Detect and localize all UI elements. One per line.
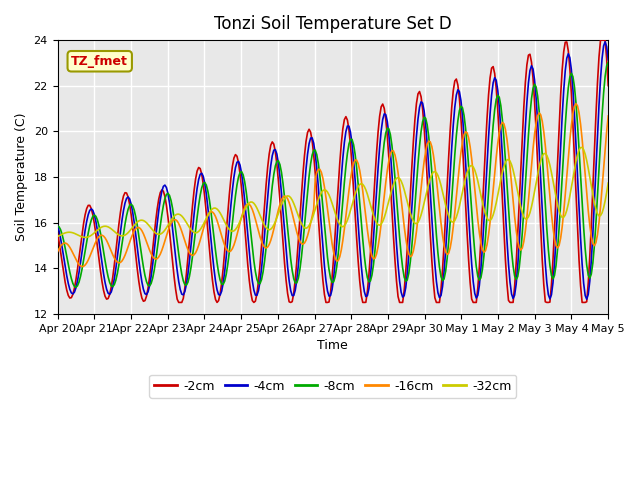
X-axis label: Time: Time [317, 339, 348, 352]
Title: Tonzi Soil Temperature Set D: Tonzi Soil Temperature Set D [214, 15, 452, 33]
Text: TZ_fmet: TZ_fmet [71, 55, 128, 68]
Y-axis label: Soil Temperature (C): Soil Temperature (C) [15, 113, 28, 241]
Legend: -2cm, -4cm, -8cm, -16cm, -32cm: -2cm, -4cm, -8cm, -16cm, -32cm [149, 375, 516, 398]
